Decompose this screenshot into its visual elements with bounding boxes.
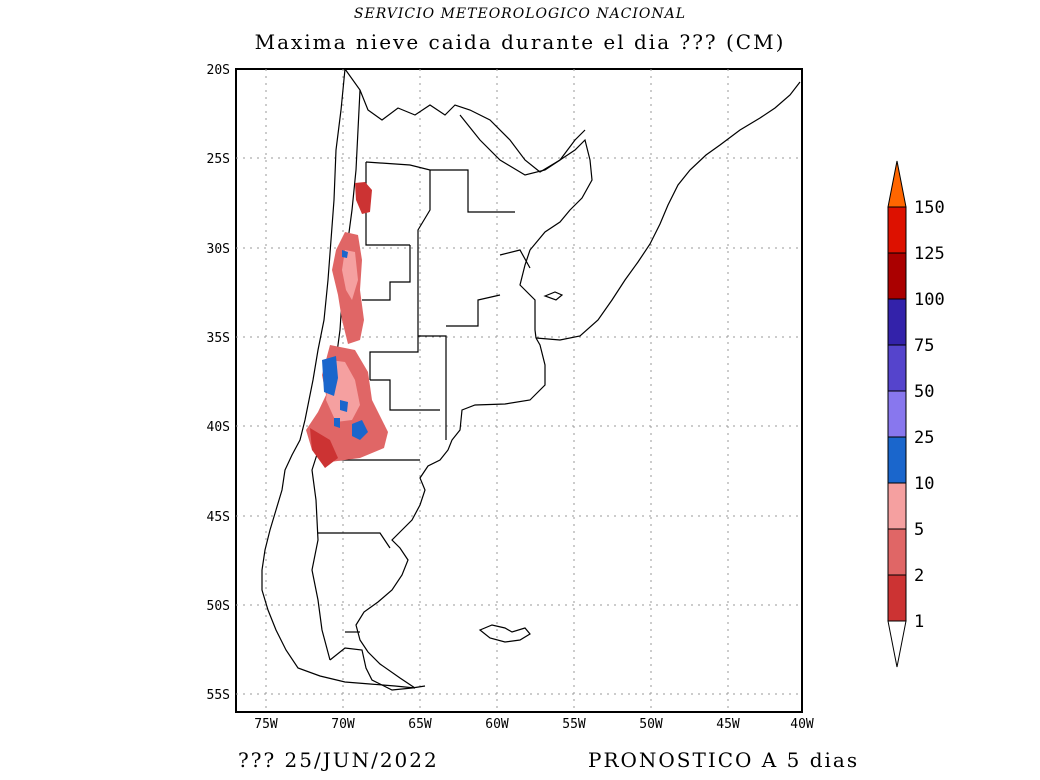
- colorbar-segment: [887, 574, 907, 622]
- colorbar-label: 10: [914, 474, 934, 494]
- lat-axis: 20S 25S 30S 35S 40S 45S 50S 55S: [207, 63, 230, 703]
- colorbar-label: 125: [914, 244, 945, 264]
- colorbar-label: 100: [914, 290, 945, 310]
- lat-tick-label: 40S: [207, 420, 230, 435]
- lon-tick-label: 50W: [639, 717, 663, 732]
- colorbar-segment: [887, 528, 907, 576]
- colorbar-label: 25: [914, 428, 934, 448]
- map-frame: [235, 68, 803, 713]
- colorbar-label: 2: [914, 566, 924, 586]
- lat-tick-label: 55S: [207, 688, 230, 703]
- lon-tick-label: 65W: [408, 717, 432, 732]
- lon-tick-label: 75W: [254, 717, 278, 732]
- colorbar-segment: [887, 436, 907, 484]
- lon-tick-label: 45W: [716, 717, 740, 732]
- organization-name: SERVICIO METEOROLOGICO NACIONAL: [353, 6, 687, 22]
- snowfall-field: [306, 182, 388, 468]
- lat-tick-label: 20S: [207, 63, 230, 78]
- colorbar-segment: [887, 344, 907, 392]
- lat-tick-label: 45S: [207, 510, 230, 525]
- forecast-horizon: PRONOSTICO A 5 dias: [588, 748, 860, 772]
- colorbar-high-arrow: [887, 160, 907, 208]
- colorbar-low-arrow: [887, 620, 907, 668]
- colorbar-label: 75: [914, 336, 934, 356]
- lat-tick-label: 35S: [207, 331, 230, 346]
- colorbar-labels: 1 2 5 10 25 50 75 100 125 150: [914, 198, 945, 632]
- lat-tick-label: 25S: [207, 152, 230, 167]
- lon-axis: 75W 70W 65W 60W 55W 50W 45W 40W: [254, 717, 814, 732]
- colorbar-segment: [887, 390, 907, 438]
- lat-tick-label: 30S: [207, 242, 230, 257]
- colorbar-segment: [887, 298, 907, 346]
- colorbar-segment: [887, 482, 907, 530]
- colorbar-segment: [887, 252, 907, 300]
- colorbar-label: 1: [914, 612, 924, 632]
- lat-tick-label: 50S: [207, 599, 230, 614]
- lon-tick-label: 70W: [331, 717, 355, 732]
- colorbar-label: 5: [914, 520, 924, 540]
- map-title: Maxima nieve caida durante el dia ??? (C…: [254, 30, 786, 54]
- lon-tick-label: 60W: [485, 717, 509, 732]
- lon-tick-label: 40W: [790, 717, 814, 732]
- lon-tick-label: 55W: [562, 717, 586, 732]
- colorbar-label: 150: [914, 198, 945, 218]
- colorbar-label: 50: [914, 382, 934, 402]
- colorbar: [887, 160, 907, 668]
- colorbar-segment: [887, 206, 907, 254]
- forecast-date: ??? 25/JUN/2022: [238, 748, 439, 772]
